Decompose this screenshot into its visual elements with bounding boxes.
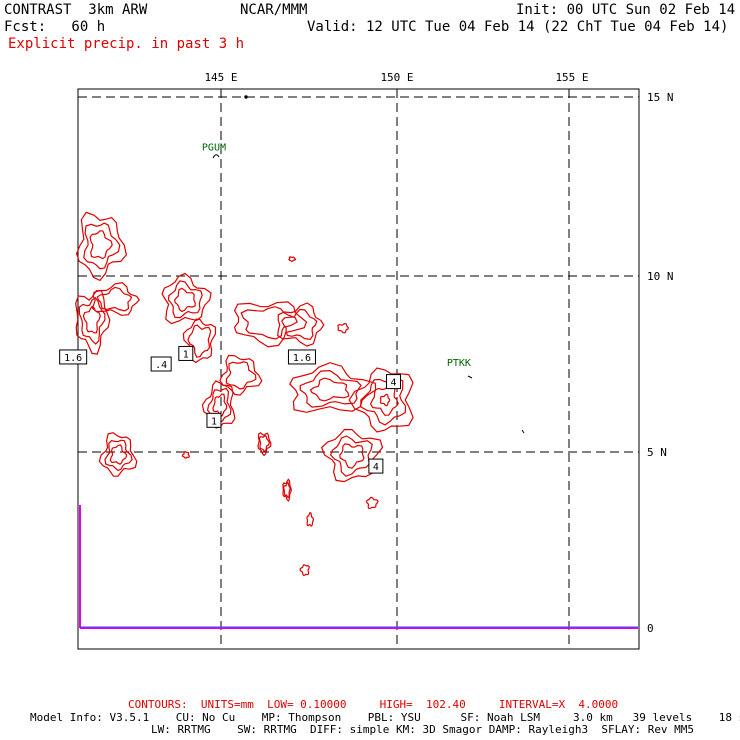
forecast-hour: Fcst: 60 h — [4, 19, 106, 35]
precip-contour-line — [379, 393, 391, 407]
precip-contour-line — [91, 282, 140, 316]
init-time: Init: 00 UTC Sun 02 Feb 14 — [516, 2, 736, 18]
contour-label-box — [206, 412, 222, 428]
contour-label: 1 — [211, 416, 217, 427]
precip-contour-line — [288, 256, 297, 263]
precip-contour-line — [206, 387, 232, 424]
precip-contour-line — [104, 439, 133, 472]
precip-contour-line — [299, 564, 310, 577]
precip-contour-line — [365, 496, 379, 510]
precip-contour-line — [182, 318, 217, 364]
contour-label-box — [287, 349, 316, 365]
station-label-pgum: PGUM — [202, 143, 226, 154]
contour-label: 1 — [183, 349, 189, 360]
precip-contour-line — [161, 272, 212, 325]
magenta-trace — [79, 505, 638, 629]
precip-contour-line — [89, 230, 113, 260]
precip-contour-line — [309, 377, 350, 402]
precip-contour-line — [98, 432, 138, 477]
precip-contour-line — [187, 324, 212, 358]
precip-contour-line — [257, 432, 272, 457]
precip-contour-line — [167, 280, 203, 319]
precip-contour-line — [83, 222, 121, 270]
precip-contour-line — [78, 296, 106, 345]
lat-label-5: 5 N — [647, 446, 667, 459]
precip-contour-line — [82, 305, 101, 334]
station-label-ptkk: PTKK — [447, 358, 471, 369]
precip-contour-line — [299, 369, 362, 408]
precip-contour-line — [173, 287, 196, 313]
map-frame — [77, 88, 640, 650]
contour-label-box — [150, 356, 172, 372]
precip-contour-line — [109, 444, 128, 465]
lon-label-150: 150 E — [380, 71, 413, 84]
precip-contour-line — [306, 511, 315, 527]
precip-contour-line — [320, 428, 384, 483]
precip-contour-line — [282, 478, 292, 503]
model-title: CONTRAST 3km ARW — [4, 2, 148, 18]
lon-label-155: 155 E — [555, 71, 588, 84]
contour-label: 1.6 — [293, 353, 311, 364]
lat-label-15: 15 N — [647, 91, 674, 104]
precip-contour-line — [258, 434, 271, 453]
precip-contours — [75, 211, 414, 577]
precip-contour-line — [201, 380, 236, 429]
station-labels: PGUM PTKK — [202, 143, 471, 369]
precip-contour-line — [277, 302, 325, 347]
contour-label-box — [59, 349, 88, 365]
valid-time: Valid: 12 UTC Tue 04 Feb 14 (22 ChT Tue … — [307, 19, 729, 35]
precip-contour-line — [233, 301, 308, 348]
field-title: Explicit precip. in past 3 h — [8, 36, 245, 52]
contour-label: .4 — [155, 360, 167, 371]
graticule — [78, 89, 639, 649]
precip-contour-line — [289, 362, 377, 413]
precip-contour-line — [212, 393, 228, 417]
precip-contour-line — [181, 450, 190, 459]
coastline — [212, 95, 525, 434]
lat-label-10: 10 N — [647, 270, 674, 283]
precip-contour-line — [75, 211, 128, 282]
precip-contour-line — [348, 367, 414, 433]
contour-label-box — [368, 458, 384, 474]
contour-labels: 1.6 .4 1 1.6 4 1 4 — [59, 345, 401, 474]
contour-label: 4 — [373, 462, 379, 473]
precip-contour-line — [240, 306, 298, 340]
precip-contour-line — [219, 354, 263, 396]
model-info-line1: Model Info: V3.5.1 CU: No Cu MP: Thompso… — [30, 711, 740, 724]
precip-contour-line — [96, 286, 133, 312]
precip-contour-line — [339, 443, 365, 469]
lon-label-145: 145 E — [204, 71, 237, 84]
contour-label-box — [385, 374, 401, 390]
model-info-line2: LW: RRTMG SW: RRTMG DIFF: simple KM: 3D … — [151, 723, 695, 736]
precip-contour-line — [337, 322, 350, 334]
precip-contour-line — [283, 481, 291, 498]
org-label: NCAR/MMM — [240, 2, 308, 18]
precip-contour-line — [225, 361, 257, 390]
precip-contour-line — [330, 435, 373, 477]
contour-label-box — [178, 345, 194, 361]
contour-label: 1.6 — [64, 353, 82, 364]
contour-info: CONTOURS: UNITS=mm LOW= 0.10000 HIGH= 10… — [128, 698, 619, 711]
contour-label: 4 — [390, 378, 396, 389]
precip-contour-line — [281, 308, 318, 340]
y-axis-zero: 0 — [647, 622, 654, 635]
